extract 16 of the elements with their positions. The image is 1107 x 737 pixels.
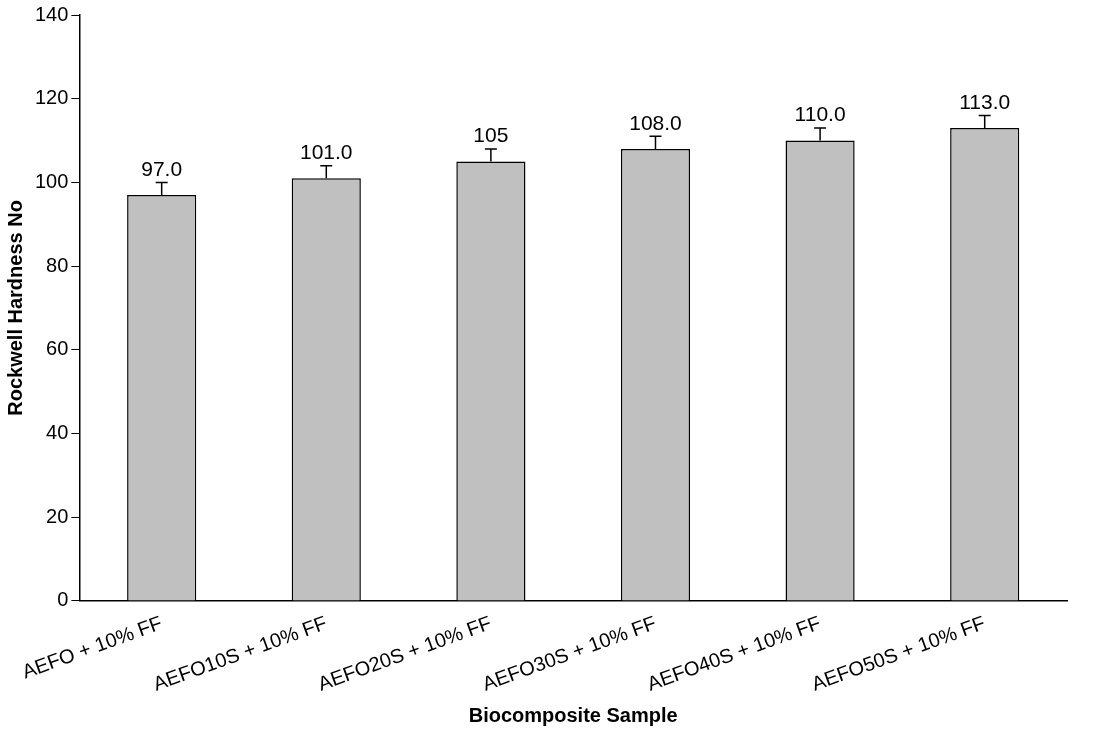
data-label: 110.0 [794,102,846,126]
x-axis-title: Biocomposite Sample [468,703,678,726]
data-label: 97.0 [141,156,183,180]
y-tick-label: 60 [46,337,69,360]
y-axis-title: Rockwell Hardness No [3,200,26,416]
y-tick-label: 120 [34,86,69,109]
data-label: 105 [473,123,509,147]
data-label: 113.0 [959,89,1011,113]
y-tick-label: 0 [57,588,69,611]
y-tick-label: 40 [46,421,69,444]
y-tick-label: 20 [46,504,69,527]
y-tick-label: 80 [46,253,69,276]
data-label: 108.0 [629,110,682,134]
y-tick-label: 140 [34,2,69,25]
y-tick-label: 100 [34,169,69,192]
data-label: 101.0 [300,139,353,163]
